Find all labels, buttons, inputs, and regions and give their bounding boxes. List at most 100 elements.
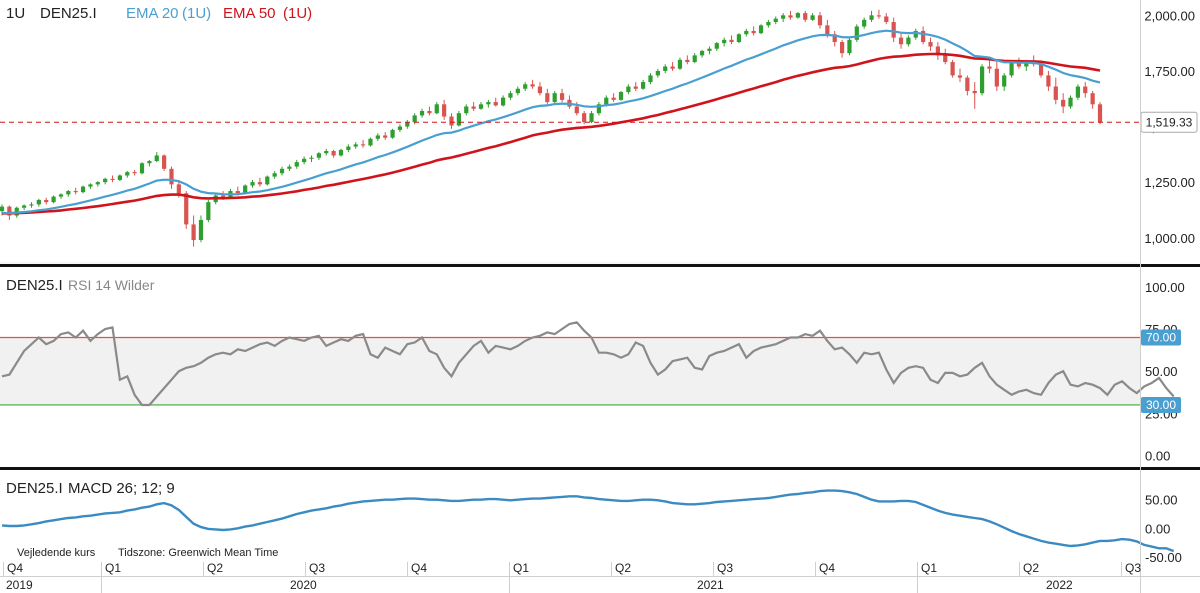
candle-body [523,84,528,89]
candle-body [655,70,660,76]
candle [943,48,948,65]
candle [95,181,100,187]
candle-body [294,162,299,167]
panel-divider-rsi-macd[interactable] [0,467,1200,470]
candle [714,42,719,51]
candle-body [125,172,130,176]
candle [184,191,189,229]
candle-body [169,168,174,185]
rsi-overbought-value: 70.00 [1146,330,1176,344]
candle-body [589,113,594,123]
candle-body [29,204,34,206]
candle [132,169,137,176]
candle-body [412,115,417,123]
candle-body [641,82,646,89]
candle [677,57,683,70]
candle-body [1038,64,1044,76]
candle [633,82,638,91]
candle-body [699,50,705,56]
candle [994,62,999,91]
candle-body [869,15,874,20]
candle-body [0,206,5,212]
candle [471,102,476,111]
candle [294,159,299,169]
quarter-label: Q2 [207,561,223,575]
candle [442,99,447,120]
candle [876,9,882,19]
macd-indicator-label[interactable]: MACD 26; 12; 9 [68,480,175,497]
candle-body [324,151,329,154]
candle-body [471,106,476,109]
rsi-symbol-label: DEN25.I [6,277,63,294]
candle-body [360,144,366,146]
candle [729,35,734,45]
candle [913,28,918,40]
candle [744,28,749,37]
candle [198,215,204,243]
candle-body [913,30,918,38]
candle [979,64,985,96]
ema20-legend-label[interactable]: EMA 20 [126,5,179,22]
rsi-indicator-label[interactable]: RSI 14 Wilder [68,277,155,293]
candle [449,113,454,129]
candle [265,175,270,186]
candle [1083,82,1088,98]
rsi-line [1,321,1175,407]
candle [191,215,196,247]
interval-label[interactable]: 1U [6,5,25,22]
candle-body [884,16,889,23]
candle [751,26,756,36]
candle [935,42,940,60]
candle [884,13,889,25]
year-label: 2020 [290,578,317,592]
time-axis[interactable]: Q4 Q1 Q2 Q3 Q4 Q1 Q2 Q3 Q4 Q1 Q2 Q3 2019 2020 2021 2022 [3,561,1142,593]
candle [1061,93,1066,114]
candle-body [103,178,108,183]
candle-body [788,15,793,18]
candle-body [88,184,93,187]
macd-symbol-label: DEN25.I [6,480,63,497]
candle [648,73,653,85]
candle-body [206,202,211,220]
candle [331,149,336,158]
ema50-legend-label[interactable]: EMA 50 [223,5,276,22]
rsi-oversold-badge: 30.00 [1141,396,1181,413]
rsi-tick-label: 100.00 [1145,280,1185,295]
candle [353,142,358,149]
candle [154,152,159,163]
candle-body [66,191,71,195]
macd-axis[interactable]: -50.00 0.00 50.00 [1145,493,1182,565]
candle [390,128,395,139]
candle-body [773,18,778,23]
candle-body [110,178,115,180]
candle-body [987,66,992,69]
candle [928,37,933,51]
candle-body [508,93,513,98]
candle-body [648,75,653,83]
candle [832,30,837,47]
panel-divider-price-rsi[interactable] [0,264,1200,267]
candle [501,95,506,107]
candle-body [132,172,137,174]
candle-body [493,102,498,106]
rsi-oversold-badge-box [1141,396,1181,413]
year-label: 2021 [697,578,724,592]
candle [434,102,439,115]
candle-body [537,86,543,94]
candle [36,198,41,207]
candle [545,88,550,105]
candle [611,93,616,103]
candle [957,68,963,83]
candle [663,64,668,74]
candle [655,68,660,78]
macd-tick-label: -50.00 [1145,550,1182,565]
candle [73,187,78,195]
ema50-legend-interval: (1U) [283,5,312,22]
rsi-oversold-value: 30.00 [1146,398,1176,412]
candle [1068,95,1073,109]
price-candles [0,9,1103,247]
candle-body [582,113,587,123]
candle-body [58,194,64,197]
